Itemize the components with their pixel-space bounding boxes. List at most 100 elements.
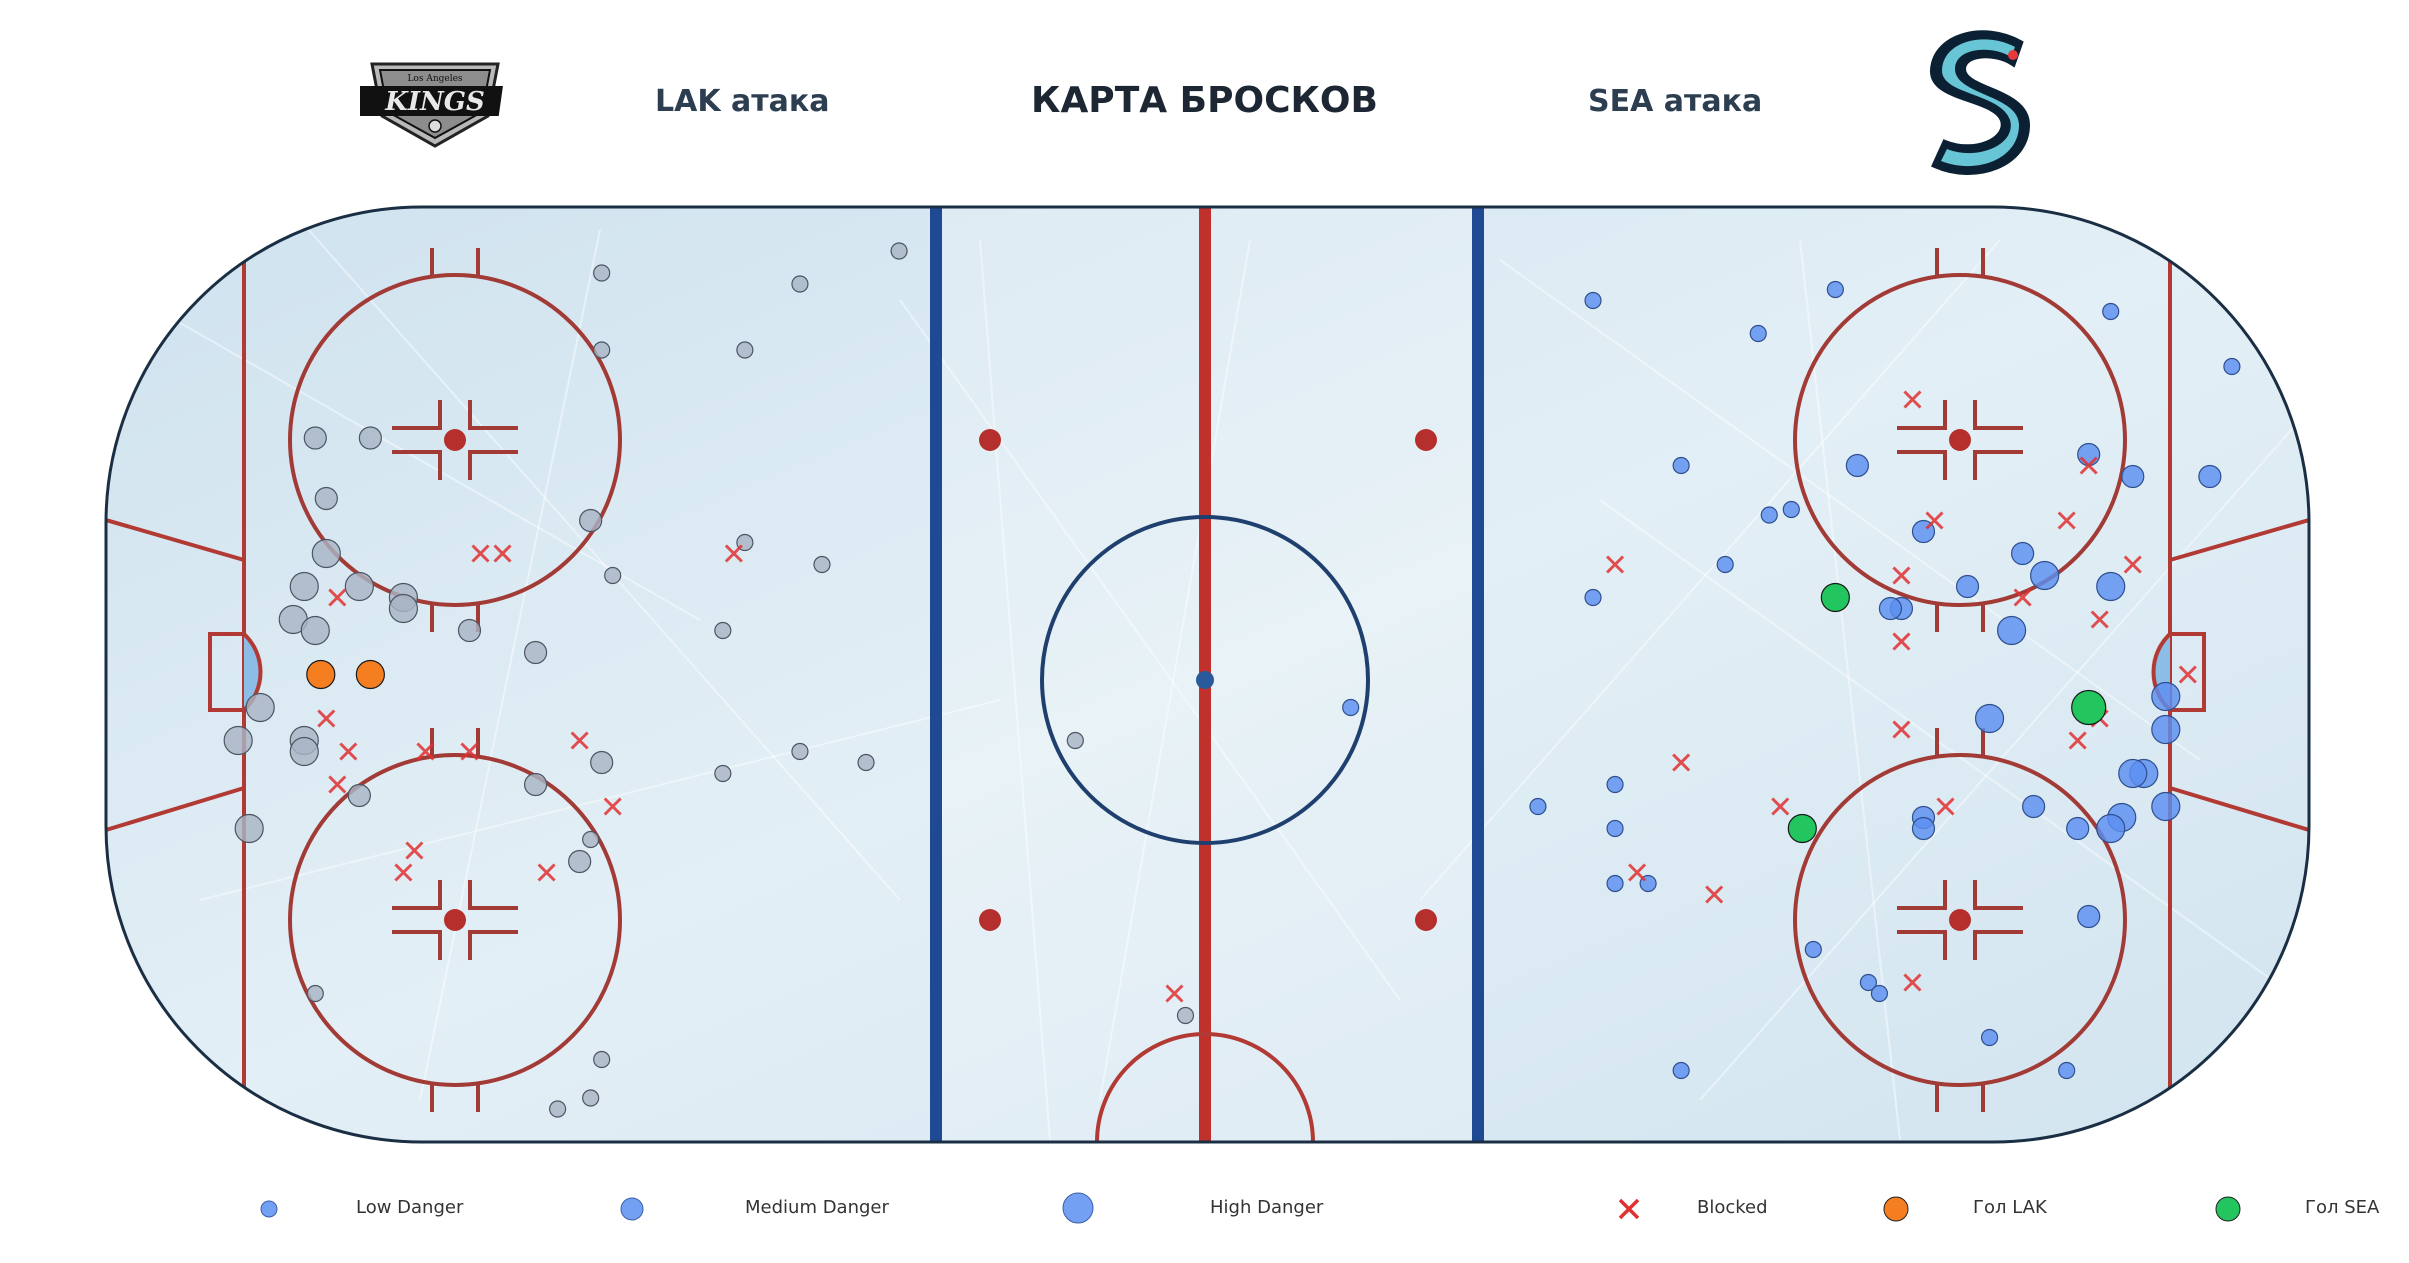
shot-marks [223,242,2241,1118]
sea-shot-point [1584,291,1602,310]
lak-attack-label: LAK атака [655,84,830,119]
sea-shot-point [2011,541,2035,566]
sea-shot-point [1672,456,1690,475]
sea-shot-point [2077,904,2101,929]
sea-blocked-mark [1672,753,1691,772]
sea-shot-point [2102,302,2120,321]
sea-goal-point [1820,582,1850,613]
lak-shot-point [714,621,732,640]
lak-blocked-mark [328,588,347,607]
sea-shot-point [1980,1028,1999,1047]
sea-shot-point [1749,324,1767,343]
sea-goal-point [1787,813,1817,844]
lak-shot-point [549,1100,567,1118]
sea-attack-label: SEA атака [1588,84,1763,119]
sea-shot-point [2077,442,2101,467]
lak-shot-point [457,618,482,643]
sea-shot-point [1859,973,1878,992]
lak-shot-point [593,341,611,359]
sea-shot-point [1782,500,1800,519]
lak-blocked-mark [1165,984,1184,1003]
lak-shot-point [523,772,548,797]
sea-blocked-mark [2013,588,2032,607]
sea-blocked-mark [1903,973,1922,992]
lak-shot-point [582,1089,600,1107]
lak-shot-point [311,538,341,569]
lak-shot-point [582,830,600,849]
sea-shot-point [1342,698,1360,717]
sea-blocked-mark [2090,610,2109,629]
legend-goal-sea-marker [2215,1196,2241,1222]
page-title: КАРТА БРОСКОВ [1031,80,1378,121]
sea-shot-point [1606,874,1624,893]
lak-shot-point [1176,1006,1195,1025]
legend: Low Danger Medium Danger High Danger Blo… [0,1190,2409,1226]
lak-goal-point [306,659,336,690]
lak-shot-point [245,692,275,723]
sea-shot-point [1606,819,1624,838]
lak-shot-point [358,426,382,450]
lak-shot-point [388,593,419,624]
lak-shot-point [593,264,611,282]
lak-blocked-mark [724,544,743,563]
legend-blocked-label: Blocked [1697,1197,1768,1218]
sea-goal-point [2071,689,2107,726]
lak-blocked-mark [394,863,413,882]
lak-shot-point [579,508,603,533]
lak-shot-point [289,736,319,767]
lak-goal-point [355,659,385,690]
sea-shot-point [2151,681,2181,712]
sea-blocked-mark [2123,555,2142,574]
lak-shot-point [306,984,324,1003]
lak-blocked-mark [339,742,358,761]
lak-blocked-mark [570,731,589,750]
lak-shot-point [568,849,592,874]
sea-shot-point [2030,560,2060,591]
lak-shot-point [813,555,831,574]
sea-shot-point [2223,357,2241,376]
sea-shot-point [1606,775,1624,794]
lak-shot-point [890,242,908,260]
legend-medium-danger-marker [620,1197,644,1221]
kings-logo: KINGS Los Angeles [352,50,510,150]
lak-shot-point [590,750,614,775]
sea-shot-point [1878,596,1903,621]
legend-blocked-marker [1618,1198,1640,1220]
sea-blocked-mark [1605,555,1625,574]
sea-shot-point [2058,1061,2076,1080]
sea-blocked-mark [1771,797,1790,816]
sea-shot-point [2151,714,2181,745]
sea-shot-point [2096,571,2126,602]
kraken-logo [1915,25,2045,180]
sea-shot-point [1804,940,1822,959]
lak-blocked-mark [460,742,479,761]
lak-shot-point [593,1050,611,1069]
sea-shot-point [2022,794,2046,819]
sea-shot-point [1845,453,1869,478]
sea-shot-point [2151,791,2181,822]
lak-shot-point [303,426,327,450]
kings-logo-text: KINGS [384,87,485,117]
sea-blocked-mark [1705,885,1724,904]
sea-blocked-mark [1925,511,1944,530]
lak-shot-point [314,486,338,511]
sea-shot-point [2096,813,2126,844]
sea-shot-point [1870,984,1889,1003]
sea-blocked-mark [1892,720,1911,739]
sea-shot-point [1911,816,1936,841]
sea-blocked-mark [1628,863,1647,882]
sea-shot-point [1955,574,1980,599]
lak-shot-point [857,753,875,772]
lak-blocked-mark [493,544,512,563]
lak-shot-point [300,615,330,646]
lak-blocked-mark [416,742,435,761]
sea-blocked-mark [1892,566,1911,585]
sea-blocked-mark [1892,632,1911,651]
lak-shot-point [223,725,253,756]
legend-low-danger-marker [260,1200,278,1218]
lak-shot-point [344,571,374,602]
lak-shot-point [347,783,371,808]
lak-shot-point [1066,731,1084,750]
sea-blocked-mark [1936,797,1955,816]
